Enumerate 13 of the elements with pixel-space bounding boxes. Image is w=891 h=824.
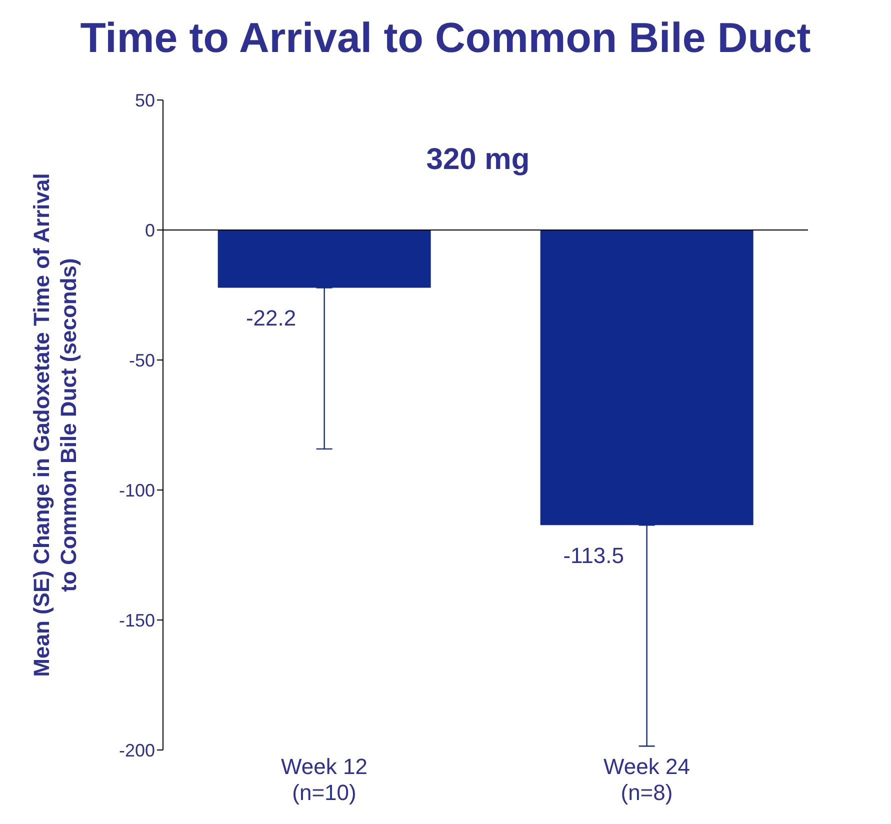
x-tick-label: Week 24 (n=8) (604, 754, 690, 805)
y-tick-label: -50 (128, 350, 155, 370)
y-tick-label: -150 (118, 610, 155, 630)
y-tick-label: 0 (144, 220, 155, 240)
y-tick-label: 50 (134, 90, 155, 110)
y-tick-label: -200 (118, 740, 155, 760)
chart-title: Time to Arrival to Common Bile Duct (79, 13, 812, 63)
data-label: -113.5 (563, 543, 624, 568)
data-label: -22.2 (246, 306, 296, 331)
x-tick-label: Week 12 (n=10) (281, 754, 368, 805)
y-axis-title: Mean (SE) Change in Gadoxetate Time of Arrival to Common Bile Duct (seconds) (29, 173, 81, 677)
annotation: 320 mg (425, 143, 531, 177)
y-tick-label: -100 (118, 480, 155, 500)
